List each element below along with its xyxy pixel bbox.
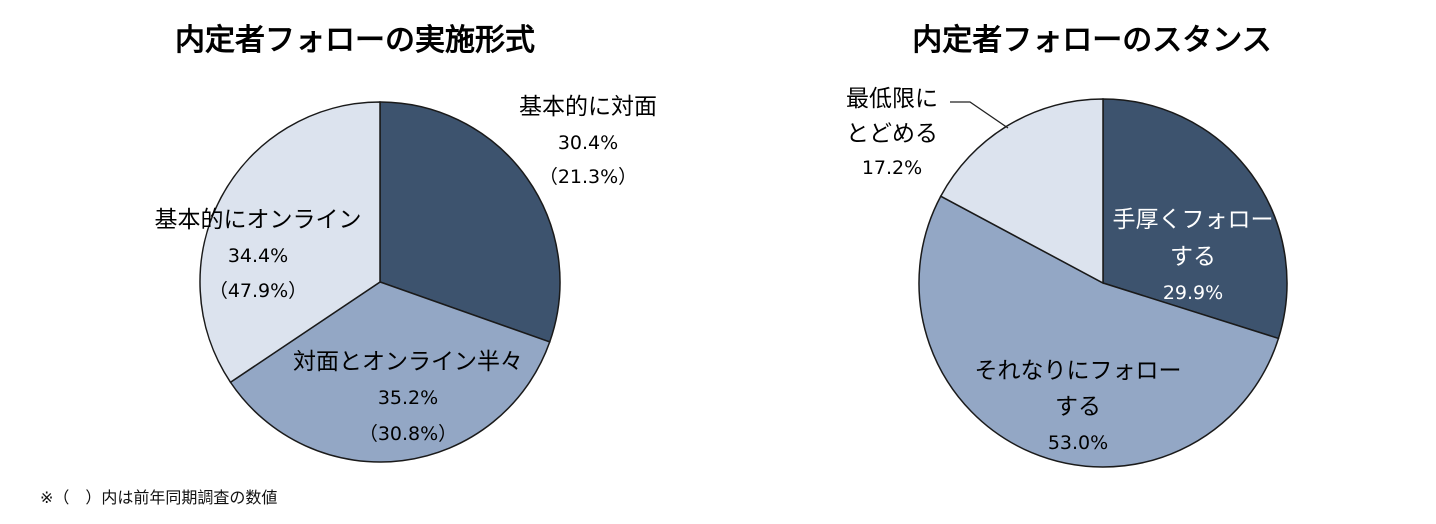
slice-label-thorough-line2: する	[1170, 244, 1216, 270]
slice-label-moderate: それなりにフォロー	[975, 358, 1182, 384]
pie-chart-stance: 内定者フォローのスタンス 手厚くフォロー する 29.9% それなりにフォロー …	[846, 23, 1288, 468]
pie-chart-format: 内定者フォローの実施形式 基本的に対面 30.4% （21.3%） 対面とオンラ…	[155, 23, 657, 463]
slice-prev-online: （47.9%）	[209, 280, 307, 302]
slice-value-moderate: 53.0%	[1048, 432, 1108, 454]
stance-slice-1	[918, 195, 1280, 468]
leader-line-minimal	[950, 101, 1009, 129]
slice-label-minimal: 最低限に	[846, 86, 938, 112]
format-slice-2	[199, 101, 381, 384]
slice-label-minimal-line2: とどめる	[846, 121, 938, 147]
slice-value-hybrid: 35.2%	[378, 387, 438, 409]
slice-value-online: 34.4%	[228, 245, 288, 267]
slice-label-thorough: 手厚くフォロー	[1113, 207, 1274, 233]
stance-slice-0	[1102, 98, 1288, 340]
slice-label-moderate-line2: する	[1055, 394, 1101, 420]
footnote: ※（ ）内は前年同期調査の数値	[40, 488, 278, 507]
format-slice-0	[379, 101, 561, 343]
slice-label-hybrid: 対面とオンライン半々	[293, 349, 523, 375]
stance-slice-2	[939, 98, 1104, 285]
slice-value-in-person: 30.4%	[558, 132, 618, 154]
slice-value-minimal: 17.2%	[862, 157, 922, 179]
slice-value-thorough: 29.9%	[1163, 282, 1223, 304]
slice-prev-hybrid: （30.8%）	[359, 423, 457, 445]
format-slice-1	[229, 281, 551, 463]
slice-label-online: 基本的にオンライン	[155, 207, 362, 233]
slice-label-in-person: 基本的に対面	[519, 94, 657, 120]
chart-title-stance: 内定者フォローのスタンス	[912, 23, 1271, 58]
chart-title-format: 内定者フォローの実施形式	[175, 23, 535, 58]
slice-prev-in-person: （21.3%）	[539, 166, 637, 188]
